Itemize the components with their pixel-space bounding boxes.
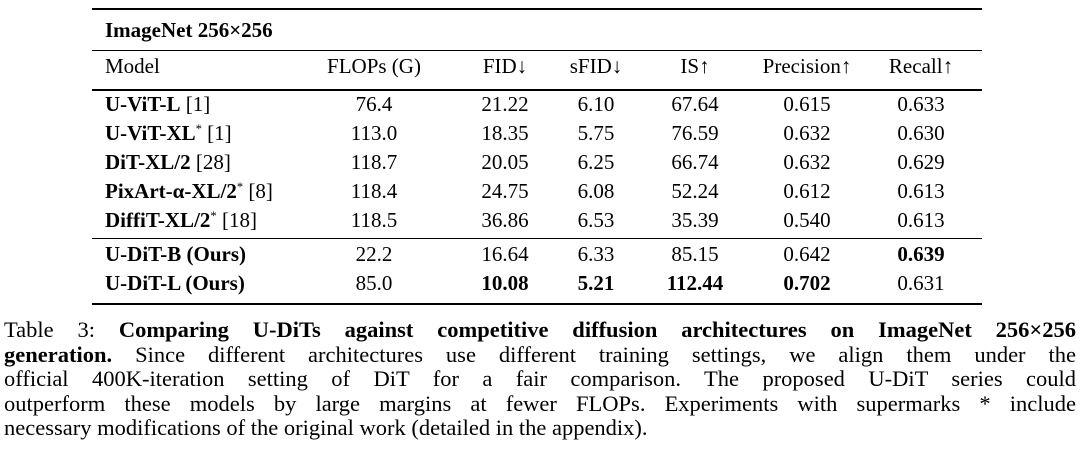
header-row: Model FLOPs (G) FID↓ sFID↓ IS↑ Precision↑ Reca… bbox=[92, 53, 982, 79]
cell-sfid: 6.25 bbox=[577, 150, 615, 174]
model-name: PixArt-α-XL/2* [8] bbox=[105, 179, 273, 203]
cell-recall: 0.633 bbox=[897, 92, 945, 116]
cell-flops: 113.0 bbox=[350, 121, 398, 145]
cell-precision: 0.702 bbox=[783, 271, 831, 295]
cell-flops: 118.7 bbox=[350, 150, 398, 174]
cell-is: 67.64 bbox=[671, 92, 719, 116]
table-title-row: ImageNet 256×256 bbox=[92, 17, 982, 43]
caption-line-4: outperform these models by large margins… bbox=[4, 390, 1076, 416]
cell-precision: 0.632 bbox=[783, 150, 831, 174]
cell-flops: 118.5 bbox=[350, 208, 398, 232]
cell-fid: 21.22 bbox=[481, 92, 529, 116]
model-name: U-ViT-L [1] bbox=[105, 92, 211, 116]
cell-flops: 85.0 bbox=[355, 271, 393, 295]
bottom-rule bbox=[92, 303, 982, 305]
cell-is: 66.74 bbox=[671, 150, 719, 174]
top-rule bbox=[92, 8, 982, 10]
cell-sfid: 6.53 bbox=[577, 208, 615, 232]
cell-flops: 118.4 bbox=[350, 179, 398, 203]
column-header-is: IS↑ bbox=[680, 54, 710, 78]
cell-precision: 0.612 bbox=[783, 179, 831, 203]
cell-is: 52.24 bbox=[671, 179, 719, 203]
caption-line-2: generation. Since different architecture… bbox=[4, 341, 1076, 368]
table-row: U-DiT-L (Ours) 85.0 10.08 5.21 112.44 0.702 0.… bbox=[92, 270, 982, 296]
cell-recall: 0.630 bbox=[897, 121, 945, 145]
model-name: U-ViT-XL* [1] bbox=[105, 121, 232, 145]
cell-fid: 16.64 bbox=[481, 242, 529, 266]
cell-recall: 0.639 bbox=[897, 242, 945, 266]
cell-recall: 0.613 bbox=[897, 208, 945, 232]
caption-line-3: official 400K-iteration setting of DiT f… bbox=[4, 366, 1076, 391]
caption-label: Table 3: bbox=[4, 317, 119, 342]
cell-precision: 0.540 bbox=[783, 208, 831, 232]
table-row: U-ViT-XL* [1] 113.0 18.35 5.75 76.59 0.632 0.6… bbox=[92, 120, 982, 146]
column-header-precision: Precision↑ bbox=[762, 54, 852, 78]
header-rule bbox=[92, 89, 982, 91]
cell-sfid: 6.33 bbox=[577, 242, 615, 266]
cell-is: 76.59 bbox=[671, 121, 719, 145]
caption-title-end: generation. bbox=[4, 341, 113, 367]
group-rule bbox=[92, 238, 982, 239]
model-name: DiffiT-XL/2* [18] bbox=[105, 208, 257, 232]
column-header-fid: FID↓ bbox=[482, 54, 528, 78]
cell-fid: 20.05 bbox=[481, 150, 529, 174]
model-name: DiT-XL/2 [28] bbox=[105, 150, 231, 174]
column-header-sfid: sFID↓ bbox=[569, 54, 623, 78]
cell-is: 112.44 bbox=[666, 271, 724, 295]
cell-sfid: 5.21 bbox=[577, 271, 615, 295]
caption-line-5: necessary modifications of the original … bbox=[4, 415, 648, 440]
caption-title: Comparing U-DiTs against competitive dif… bbox=[118, 317, 1077, 342]
cell-precision: 0.642 bbox=[783, 242, 831, 266]
title-rule bbox=[92, 50, 982, 51]
cell-is: 85.15 bbox=[671, 242, 719, 266]
cell-sfid: 6.10 bbox=[577, 92, 615, 116]
cell-fid: 18.35 bbox=[481, 121, 529, 145]
cell-flops: 76.4 bbox=[355, 92, 393, 116]
cell-sfid: 6.08 bbox=[577, 179, 615, 203]
column-header-flops: FLOPs (G) bbox=[327, 54, 421, 78]
cell-fid: 24.75 bbox=[481, 179, 529, 203]
cell-recall: 0.631 bbox=[897, 271, 945, 295]
cell-fid: 10.08 bbox=[481, 271, 529, 295]
table-row: U-ViT-L [1] 76.4 21.22 6.10 67.64 0.615 0.633 bbox=[92, 91, 982, 117]
column-header-model: Model bbox=[105, 54, 160, 78]
cell-fid: 36.86 bbox=[481, 208, 529, 232]
column-header-recall: Recall↑ bbox=[888, 54, 954, 78]
model-name: U-DiT-L (Ours) bbox=[105, 271, 245, 295]
cell-precision: 0.615 bbox=[783, 92, 831, 116]
cell-is: 35.39 bbox=[671, 208, 719, 232]
caption-text-2: Since different architectures use differ… bbox=[112, 341, 1076, 367]
table-title: ImageNet 256×256 bbox=[105, 18, 273, 42]
cell-recall: 0.629 bbox=[897, 150, 945, 174]
model-name: U-DiT-B (Ours) bbox=[105, 242, 246, 266]
table-caption: Table 3: Comparing U-DiTs against compet… bbox=[4, 317, 1077, 441]
table-row: PixArt-α-XL/2* [8] 118.4 24.75 6.08 52.24 0.6… bbox=[92, 178, 982, 204]
table-row: DiffiT-XL/2* [18] 118.5 36.86 6.53 35.39 0.54… bbox=[92, 207, 982, 233]
cell-recall: 0.613 bbox=[897, 179, 945, 203]
cell-precision: 0.632 bbox=[783, 121, 831, 145]
table-row: U-DiT-B (Ours) 22.2 16.64 6.33 85.15 0.642 0.6… bbox=[92, 241, 982, 267]
cell-sfid: 5.75 bbox=[577, 121, 615, 145]
caption-line-1: Table 3: Comparing U-DiTs against compet… bbox=[4, 317, 1077, 343]
table-row: DiT-XL/2 [28] 118.7 20.05 6.25 66.74 0.632 0.6… bbox=[92, 149, 982, 175]
cell-flops: 22.2 bbox=[355, 242, 393, 266]
